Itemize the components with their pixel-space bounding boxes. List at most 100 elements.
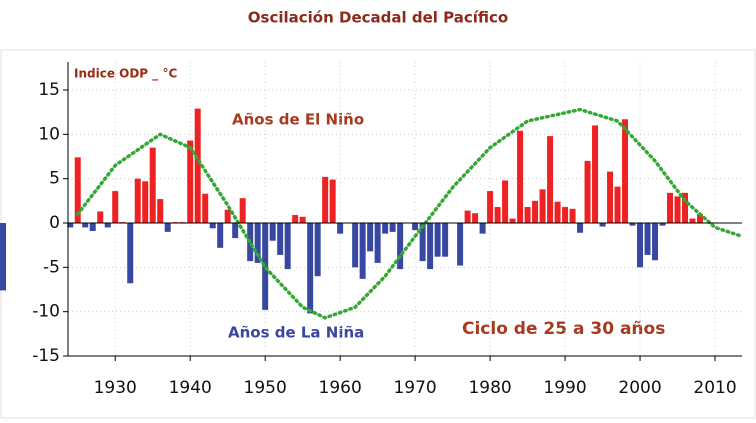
bar [412, 223, 419, 231]
bar [389, 223, 396, 232]
y-tick-label: -5 [43, 257, 60, 277]
bar [599, 223, 606, 227]
bar [419, 223, 426, 262]
bar [472, 213, 479, 223]
bar [142, 181, 149, 223]
bar [217, 223, 224, 248]
bar [554, 201, 561, 223]
bar [74, 157, 81, 223]
bar [457, 223, 464, 266]
bar [202, 193, 209, 223]
x-tick-label: 1930 [94, 378, 137, 398]
bar [307, 223, 314, 314]
bar [547, 136, 554, 223]
bar [104, 223, 111, 228]
y-tick-label: 0 [49, 213, 60, 233]
bar [494, 207, 501, 223]
bar [149, 147, 156, 223]
bar [284, 223, 291, 270]
bar [637, 223, 644, 268]
bar [697, 214, 704, 223]
bar [187, 140, 194, 223]
bar [359, 223, 366, 279]
bar [82, 223, 89, 228]
bar [682, 192, 689, 223]
chart-title: Oscilación Decadal del Pacífico [248, 9, 508, 27]
x-tick-label: 1960 [319, 378, 362, 398]
bar [569, 208, 576, 223]
bar [532, 200, 539, 223]
bar [157, 199, 164, 223]
bar [502, 180, 509, 223]
bar [367, 223, 374, 252]
bar [577, 223, 584, 233]
bar [374, 223, 381, 263]
bar [277, 223, 284, 255]
bar [232, 223, 239, 239]
bar [97, 211, 104, 223]
y-tick-label: -10 [32, 302, 60, 322]
bar [134, 178, 141, 223]
bar [337, 223, 344, 234]
bar [299, 216, 306, 223]
bar [562, 207, 569, 223]
bar [509, 218, 516, 223]
bar [517, 130, 524, 223]
x-tick-label: 2010 [693, 378, 736, 398]
bar [194, 108, 201, 223]
bar [67, 223, 74, 228]
annotation: Ciclo de 25 a 30 años [462, 319, 665, 339]
bar [584, 160, 591, 223]
annotation: Años de La Niña [228, 324, 364, 342]
bar [427, 223, 434, 270]
bar [524, 207, 531, 223]
bar [322, 176, 329, 223]
bar [397, 223, 404, 270]
bar [629, 223, 636, 226]
bar [209, 223, 216, 229]
y-tick-label: 10 [38, 124, 60, 144]
bar [382, 223, 389, 234]
bar [224, 209, 231, 223]
bar [644, 223, 651, 255]
bar [112, 191, 119, 223]
y-axis-label: Indice ODP _ °C [74, 67, 177, 82]
x-tick-label: 1970 [393, 378, 436, 398]
x-tick-label: 1950 [244, 378, 287, 398]
bar [667, 192, 674, 223]
bar [89, 223, 96, 231]
bar [164, 223, 171, 232]
bar [614, 186, 621, 223]
bar [254, 223, 261, 263]
x-tick-label: 1940 [169, 378, 212, 398]
bar [479, 223, 486, 234]
bar [292, 215, 299, 223]
bar [659, 223, 666, 226]
bar [269, 223, 276, 241]
bar [652, 223, 659, 261]
bar [592, 125, 599, 223]
bar [352, 223, 359, 268]
bar [314, 223, 321, 277]
x-tick-label: 1990 [543, 378, 586, 398]
bar [539, 189, 546, 223]
bar [487, 191, 494, 223]
trend-curve [75, 107, 744, 320]
bar [607, 171, 614, 223]
bar [329, 179, 336, 223]
bar [127, 223, 134, 284]
x-tick-label: 1980 [468, 378, 511, 398]
bar [0, 223, 6, 291]
bar [239, 198, 246, 223]
bar [442, 223, 449, 257]
bar [262, 223, 269, 310]
y-tick-label: 15 [38, 80, 60, 100]
y-tick-label: -15 [32, 346, 60, 366]
bar [689, 218, 696, 223]
bar [622, 119, 629, 223]
y-tick-label: 5 [49, 169, 60, 189]
x-tick-label: 2000 [618, 378, 661, 398]
bar [464, 210, 471, 223]
annotation: Años de El Niño [232, 111, 364, 129]
